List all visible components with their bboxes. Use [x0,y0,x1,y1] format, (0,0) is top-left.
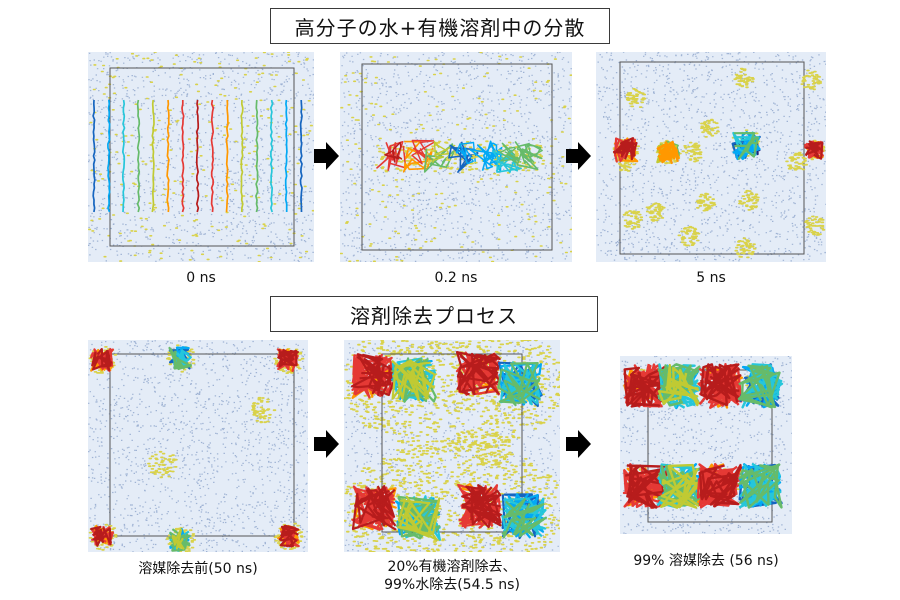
panel-before-removal [88,340,308,552]
section-title-solvent-removal-text: 溶剤除去プロセス [350,303,518,328]
simulation-image [88,52,314,262]
caption-partial-removal: 20%有機溶剤除去、 99%水除去(54.5 ns) [344,558,560,594]
caption-0ns: 0 ns [186,270,216,286]
simulation-image [596,52,826,262]
caption-0-2ns: 0.2 ns [434,270,478,286]
simulation-image [344,340,560,552]
simulation-image [620,356,792,534]
caption-before-removal: 溶媒除去前(50 ns) [138,561,258,577]
arrow-right-icon [566,430,591,458]
simulation-image [88,340,308,552]
panel-partial-removal [344,340,560,552]
section-title-dispersion: 高分子の水+有機溶剤中の分散 [270,8,610,44]
simulation-image [340,52,572,262]
arrow-right-icon [566,142,591,170]
caption-5ns: 5 ns [696,270,726,286]
caption-partial-removal-line1: 20%有機溶剤除去、 [387,559,517,575]
arrow-right-icon [314,430,339,458]
caption-partial-removal-line2: 99%水除去(54.5 ns) [384,577,520,593]
section-title-solvent-removal: 溶剤除去プロセス [270,296,598,332]
panel-0ns [88,52,314,262]
arrow-right-icon [314,142,339,170]
caption-final-film: 99% 溶媒除去 (56 ns) [633,553,779,569]
panel-final-film [620,356,792,534]
panel-5ns [596,52,826,262]
panel-0-2ns [340,52,572,262]
section-title-dispersion-text: 高分子の水+有機溶剤中の分散 [294,15,586,40]
